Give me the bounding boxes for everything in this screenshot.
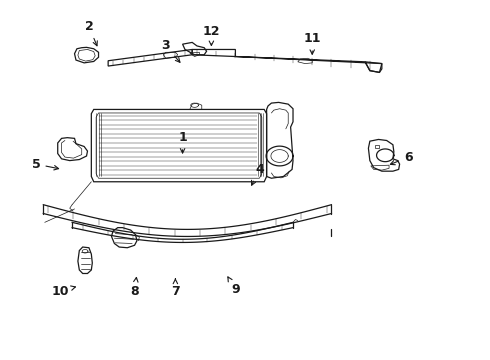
Text: 11: 11	[303, 32, 321, 54]
Text: 5: 5	[32, 158, 59, 171]
Text: 2: 2	[85, 20, 98, 46]
Text: 6: 6	[391, 150, 413, 165]
Text: 7: 7	[171, 279, 180, 298]
Text: 10: 10	[51, 285, 75, 298]
Text: 8: 8	[130, 278, 139, 298]
Text: 9: 9	[228, 277, 240, 296]
Text: 12: 12	[203, 25, 220, 45]
Text: 3: 3	[161, 40, 180, 62]
Text: 1: 1	[178, 131, 187, 153]
Text: 4: 4	[251, 163, 264, 185]
